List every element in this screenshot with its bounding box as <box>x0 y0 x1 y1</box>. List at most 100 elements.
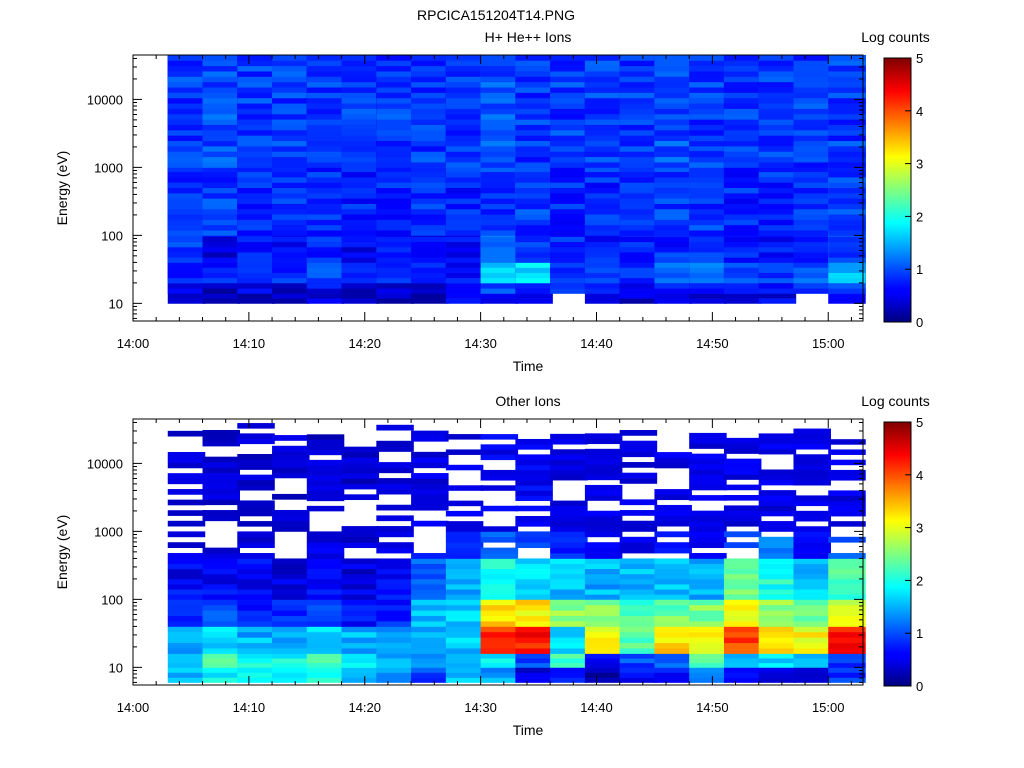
heatmap-cell <box>584 113 623 120</box>
heatmap-cell <box>341 658 380 664</box>
heatmap-cell <box>480 214 519 220</box>
heatmap-cell <box>584 156 623 163</box>
heatmap-cell <box>167 151 206 158</box>
heatmap-cell <box>411 267 449 273</box>
heatmap-cell <box>376 241 414 248</box>
heatmap-cell <box>202 610 240 616</box>
heatmap-cell <box>272 65 310 72</box>
heatmap-cell <box>445 177 484 183</box>
heatmap-cell <box>723 87 762 93</box>
heatmap-cell <box>445 230 484 236</box>
heatmap-cell <box>306 475 345 481</box>
heatmap-cell <box>550 219 588 226</box>
heatmap-cell <box>167 236 206 243</box>
heatmap-cell <box>689 246 727 253</box>
heatmap-cell <box>515 81 553 88</box>
heatmap-cell <box>480 267 519 273</box>
heatmap-cell <box>411 462 449 469</box>
heatmap-cell <box>828 166 866 173</box>
heatmap-cell <box>376 662 414 668</box>
heatmap-cell <box>167 219 206 226</box>
heatmap-cell <box>723 246 762 253</box>
heatmap-cell <box>828 214 866 220</box>
heatmap-cell <box>515 246 553 253</box>
heatmap-cell <box>654 192 692 199</box>
heatmap-cell <box>758 60 797 67</box>
heatmap-cell <box>445 198 484 204</box>
heatmap-cell <box>202 472 240 479</box>
heatmap-cell <box>237 653 275 659</box>
heatmap-cell <box>341 241 380 248</box>
heatmap-cell <box>515 241 553 248</box>
heatmap-cell <box>828 162 866 168</box>
heatmap-cell <box>445 171 484 178</box>
heatmap-cell <box>411 558 449 564</box>
heatmap-cell <box>167 145 206 152</box>
heatmap-cell <box>654 298 692 304</box>
heatmap-cell <box>376 288 414 294</box>
heatmap-cells <box>167 423 866 683</box>
heatmap-cell <box>411 451 449 458</box>
heatmap-cell <box>272 573 310 580</box>
heatmap-cell <box>272 241 310 248</box>
heatmap-cell <box>202 272 240 279</box>
heatmap-cell <box>584 71 623 77</box>
heatmap-cell <box>167 599 206 606</box>
heatmap-cell <box>341 631 380 638</box>
x-tick-label: 14:40 <box>580 336 613 351</box>
heatmap-cell <box>306 76 345 83</box>
heatmap-cell <box>723 288 762 294</box>
heatmap-cell <box>272 594 310 600</box>
heatmap-cell <box>341 536 380 543</box>
heatmap-cell <box>237 578 275 585</box>
heatmap-cell <box>689 283 727 289</box>
heatmap-cell <box>480 76 519 83</box>
heatmap-cell <box>550 97 588 104</box>
heatmap-cell <box>689 135 727 142</box>
heatmap-cell <box>550 192 588 199</box>
heatmap-cell <box>341 568 380 575</box>
heatmap-cell <box>689 277 727 284</box>
heatmap-cell <box>167 252 206 258</box>
heatmap-cell <box>758 241 797 248</box>
heatmap-cell <box>723 214 762 220</box>
heatmap-cell <box>237 283 275 289</box>
heatmap-cell <box>619 151 658 158</box>
heatmap-cell <box>376 283 414 289</box>
heatmap-cell <box>341 113 380 120</box>
heatmap-cell <box>202 171 240 178</box>
heatmap-cell <box>237 604 275 611</box>
heatmap-cell <box>654 124 692 131</box>
heatmap-cell <box>202 637 240 644</box>
heatmap-cell <box>515 135 553 142</box>
heatmap-cell <box>445 113 484 120</box>
x-tick-label: 14:00 <box>117 336 150 351</box>
heatmap-cell <box>445 60 484 67</box>
heatmap-cell <box>202 103 240 109</box>
heatmap-cell <box>689 124 727 131</box>
heatmap-cell <box>828 60 866 66</box>
heatmap-cell <box>758 156 797 163</box>
heatmap-cell <box>411 272 449 279</box>
heatmap-cell <box>237 433 275 439</box>
x-axis-label: Time <box>513 358 544 374</box>
heatmap-cell <box>341 65 380 72</box>
heatmap-cell <box>411 631 449 638</box>
heatmap-cell <box>272 87 310 93</box>
heatmap-cell <box>202 483 240 490</box>
heatmap-cell <box>306 119 345 125</box>
heatmap-cell <box>202 648 240 654</box>
heatmap-cell <box>167 277 206 284</box>
heatmap-cell <box>341 298 380 304</box>
heatmap-cell <box>515 113 553 120</box>
heatmap-cell <box>480 187 519 194</box>
heatmap-cell <box>584 267 623 273</box>
heatmap-cell <box>411 672 449 678</box>
heatmap-cell <box>376 208 414 215</box>
heatmap-cell <box>654 162 692 168</box>
heatmap-cell <box>515 71 553 77</box>
heatmap-cell <box>306 203 345 210</box>
heatmap-cell <box>445 71 484 77</box>
heatmap-cell <box>828 145 866 152</box>
